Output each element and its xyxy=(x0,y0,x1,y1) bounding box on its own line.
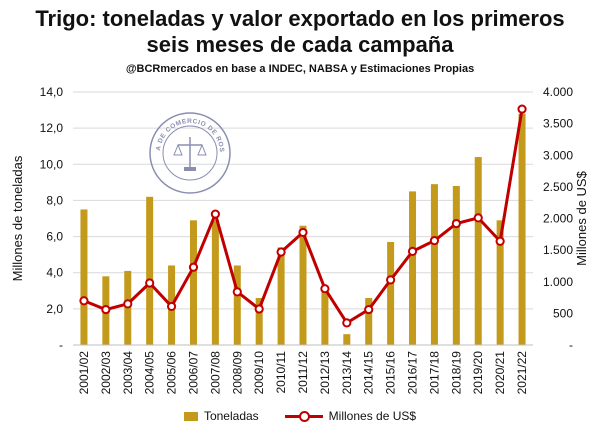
y-left-tick-label: 14,0 xyxy=(40,85,64,99)
x-tick-label: 2021/22 xyxy=(515,351,529,395)
x-tick-label: 2011/12 xyxy=(296,351,310,394)
legend-item-usd: Millones de US$ xyxy=(284,409,417,423)
bar-toneladas xyxy=(409,191,417,345)
bar-toneladas xyxy=(365,298,373,345)
bar-toneladas xyxy=(430,184,438,345)
point-millones-usd xyxy=(429,236,440,246)
point-millones-usd xyxy=(320,284,330,294)
x-tick-label: 2018/19 xyxy=(449,351,463,395)
point-millones-usd xyxy=(473,213,483,223)
point-millones-usd xyxy=(495,236,505,246)
bar-toneladas xyxy=(474,157,482,345)
y-left-tick-label: - xyxy=(59,338,63,352)
bar-toneladas xyxy=(277,247,285,345)
y-right-tick-label: 4.000 xyxy=(543,85,573,99)
chart-title-line1: Trigo: toneladas y valor exportado en lo… xyxy=(35,6,565,31)
y-right-tick-label: 2.000 xyxy=(543,212,573,226)
point-millones-usd xyxy=(276,247,286,257)
y-right-tick-label: 2.500 xyxy=(543,180,573,194)
line-group xyxy=(79,104,527,328)
point-millones-usd xyxy=(210,209,220,219)
y-right-axis-title: Millones de US$ xyxy=(574,170,589,265)
legend-label-toneladas: Toneladas xyxy=(203,409,259,423)
x-tick-label: 2015/16 xyxy=(384,351,398,395)
chart-title-line2: seis meses de cada campaña xyxy=(146,32,454,57)
point-millones-usd xyxy=(188,262,199,272)
point-millones-usd xyxy=(254,304,264,314)
point-millones-usd xyxy=(232,287,242,297)
x-tick-label: 2006/07 xyxy=(186,351,200,395)
bar-toneladas xyxy=(80,209,88,345)
bar-toneladas xyxy=(321,288,329,345)
x-tick-label: 2005/06 xyxy=(165,351,179,395)
x-tick-label: 2010/11 xyxy=(274,351,288,394)
point-millones-usd xyxy=(386,275,396,285)
x-tick-label: 2001/02 xyxy=(77,351,91,395)
point-millones-usd xyxy=(407,246,418,256)
point-millones-usd xyxy=(166,301,177,312)
point-millones-usd xyxy=(451,218,461,229)
point-millones-usd xyxy=(145,278,155,288)
point-millones-usd xyxy=(517,104,527,114)
point-millones-usd xyxy=(123,299,133,309)
legend-item-toneladas: Toneladas xyxy=(183,409,259,423)
legend: Toneladas Millones de US$ xyxy=(0,409,600,423)
y-right-tick-label: 500 xyxy=(553,306,573,320)
y-left-tick-label: 8,0 xyxy=(46,193,63,207)
bar-toneladas xyxy=(299,225,307,345)
chart-subtitle: @BCRmercados en base a INDEC, NABSA y Es… xyxy=(125,63,475,75)
x-tick-label: 2008/09 xyxy=(230,351,244,395)
legend-swatch-line xyxy=(284,411,323,422)
x-tick-label: 2002/03 xyxy=(99,351,113,395)
y-left-tick-label: 6,0 xyxy=(46,230,63,244)
y-left-tick-label: 2,0 xyxy=(46,302,63,316)
point-millones-usd xyxy=(79,296,89,306)
x-tick-label: 2013/14 xyxy=(340,351,354,395)
bar-toneladas xyxy=(387,241,395,345)
y-right-tick-label: 1.000 xyxy=(543,275,573,289)
x-tick-label: 2019/20 xyxy=(471,351,485,395)
bar-toneladas xyxy=(189,220,197,345)
bar-toneladas xyxy=(496,220,504,345)
point-millones-usd xyxy=(364,304,374,315)
bar-toneladas xyxy=(452,185,460,345)
axes-group: - 2,0 4,0 6,0 8,0 10,0 12,0 14,0 - 500 1.000 1.500 2… xyxy=(10,85,589,394)
bar-toneladas xyxy=(255,298,263,345)
bar-toneladas xyxy=(343,334,351,345)
x-tick-label: 2007/08 xyxy=(208,351,222,395)
x-tick-label: 2016/17 xyxy=(406,351,420,395)
x-tick-label: 2020/21 xyxy=(493,351,507,395)
point-millones-usd xyxy=(298,227,308,238)
svg-text:BOLSA DE COMERCIO DE ROSARIO: BOLSA DE COMERCIO DE ROSARIO xyxy=(148,111,225,153)
x-tick-label: 2014/15 xyxy=(362,351,376,395)
y-right-tick-label: - xyxy=(569,338,573,352)
bar-toneladas xyxy=(233,265,241,345)
legend-label-usd: Millones de US$ xyxy=(328,409,417,423)
point-millones-usd xyxy=(342,318,352,328)
y-left-axis-title: Millones de toneladas xyxy=(10,155,25,281)
y-left-tick-label: 4,0 xyxy=(46,266,63,280)
y-left-tick-label: 10,0 xyxy=(40,157,64,171)
y-right-tick-label: 3.500 xyxy=(543,117,573,131)
bcr-seal-logo: BOLSA DE COMERCIO DE ROSARIO xyxy=(148,111,231,194)
legend-swatch-bar xyxy=(183,411,198,421)
y-right-tick-label: 1.500 xyxy=(543,243,573,257)
x-tick-label: 2017/18 xyxy=(427,351,441,395)
bar-toneladas xyxy=(211,220,219,345)
bar-toneladas xyxy=(146,196,154,345)
y-right-tick-label: 3.000 xyxy=(543,148,573,162)
x-tick-label: 2003/04 xyxy=(121,351,135,395)
y-left-tick-label: 12,0 xyxy=(40,121,64,135)
x-tick-label: 2009/10 xyxy=(252,351,266,395)
bar-toneladas xyxy=(518,113,526,345)
x-tick-label: 2012/13 xyxy=(318,351,332,395)
point-millones-usd xyxy=(101,304,111,315)
seal-text: BOLSA DE COMERCIO DE ROSARIO xyxy=(148,111,224,153)
x-tick-label: 2004/05 xyxy=(143,351,157,395)
